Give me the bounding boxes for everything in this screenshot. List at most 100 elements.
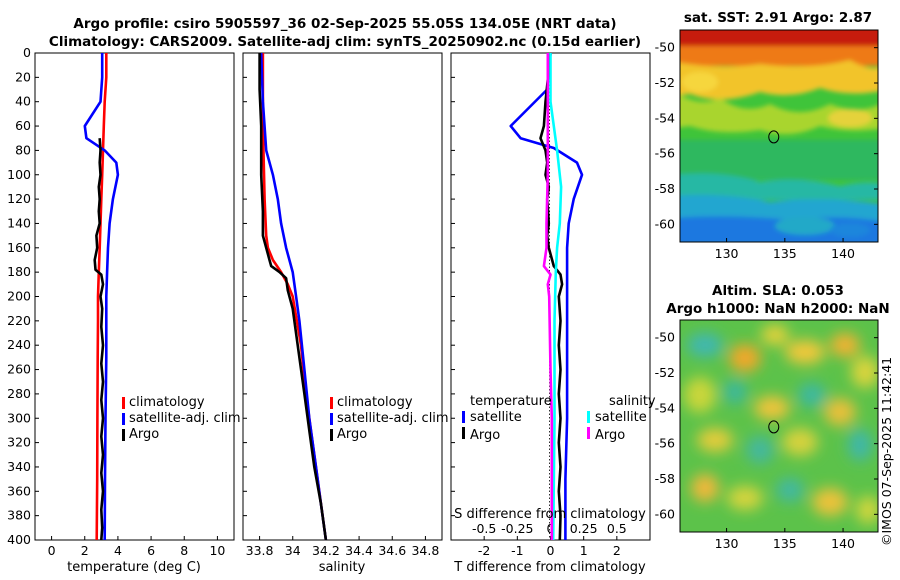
map-y-tick-label: -50: [655, 40, 675, 55]
y-tick-label: 200: [7, 289, 31, 304]
map-y-tick-label: -52: [655, 75, 675, 90]
y-tick-label: 400: [7, 532, 31, 547]
x-tick-label: 10: [209, 543, 225, 558]
legend-swatch-climatology: [122, 397, 125, 409]
map-x-tick-label: 140: [831, 536, 855, 551]
legend-label-t-argo: Argo: [470, 428, 500, 443]
sst-map-panel: sat. SST: 2.91 Argo: 2.87 130 135 140 -50 -5…: [655, 10, 879, 261]
map-y-tick-label: -52: [655, 365, 675, 380]
y-tick-label: 100: [7, 167, 31, 182]
x-tick-label: 34: [285, 543, 301, 558]
legend-swatch-s-satellite: [587, 411, 590, 423]
sla-map-axes: [679, 319, 879, 533]
y-tick-label: 0: [23, 45, 31, 60]
series-line-satellite: [259, 52, 328, 541]
map-x-tick-label: 135: [773, 536, 797, 551]
map-y-tick-label: -54: [655, 110, 675, 125]
series-line-t-satellite: [509, 52, 584, 540]
y-tick-label: 280: [7, 386, 31, 401]
series-line-s-satellite: [549, 53, 563, 541]
y-tick-label: 80: [15, 142, 31, 157]
timestamp-watermark: ©IMOS 07-Sep-2025 11:42:41: [879, 357, 894, 546]
salinity-legend: climatology satellite-adj. clim Argo: [330, 395, 449, 442]
sst-map-axes: [679, 29, 879, 243]
legend-label-t-satellite: satellite: [470, 410, 522, 425]
series-line-argo: [93, 138, 105, 541]
y-tick-label: 20: [15, 69, 31, 84]
map-y-tick-label: -50: [655, 330, 675, 345]
x-tick-label: 4: [114, 543, 122, 558]
y-tick-label: 340: [7, 459, 31, 474]
title-line-2: Climatology: CARS2009. Satellite-adj cli…: [49, 34, 641, 50]
x-tick-label: 34.6: [378, 543, 406, 558]
top-x-tick-label: -0.5: [472, 521, 496, 536]
y-tick-label: 360: [7, 483, 31, 498]
legend-swatch-argo: [122, 429, 125, 441]
top-x-tick-label: -0.25: [501, 521, 533, 536]
y-tick-label: 60: [15, 118, 31, 133]
sst-heatmap: [680, 30, 878, 242]
difference-top-xlabel: S difference from climatology: [454, 507, 646, 522]
x-tick-label: -2: [478, 543, 490, 558]
map-y-tick-label: -58: [655, 471, 675, 486]
legend-swatch-t-argo: [462, 427, 465, 439]
salinity-panel: 33.8 34 34.2 34.4 34.6 34.8 salinity climatol…: [242, 52, 449, 575]
legend-swatch-argo: [330, 429, 333, 441]
legend-header-temperature: temperature: [470, 394, 552, 409]
top-x-tick-label: 0.5: [607, 521, 627, 536]
argo-float-marker: [768, 130, 780, 144]
x-tick-label: 34.2: [312, 543, 340, 558]
map-x-tick-label: 135: [773, 246, 797, 261]
y-tick-label: 260: [7, 362, 31, 377]
legend-label-satellite: satellite-adj. clim: [337, 411, 449, 426]
y-tick-label: 300: [7, 410, 31, 425]
sla-map-title-line-1: Altim. SLA: 0.053: [712, 283, 844, 299]
legend-label-argo: Argo: [337, 427, 367, 442]
legend-swatch-s-argo: [587, 427, 590, 439]
y-tick-label: 40: [15, 94, 31, 109]
sst-map-title: sat. SST: 2.91 Argo: 2.87: [684, 10, 872, 26]
legend-label-s-argo: Argo: [595, 428, 625, 443]
map-y-tick-label: -56: [655, 146, 675, 161]
top-x-tick-label: 0.25: [570, 521, 598, 536]
temperature-axes: [34, 52, 235, 541]
x-tick-label: 0: [48, 543, 56, 558]
map-y-tick-label: -60: [655, 216, 675, 231]
legend-header-salinity: salinity: [609, 394, 656, 409]
x-tick-label: 33.8: [246, 543, 274, 558]
series-line-argo: [258, 53, 328, 541]
legend-swatch-satellite: [330, 413, 333, 425]
map-x-tick-label: 140: [831, 246, 855, 261]
sla-heatmap: [680, 320, 878, 532]
series-line-climatology: [95, 53, 108, 541]
difference-xlabel: T difference from climatology: [453, 560, 646, 575]
map-y-tick-label: -54: [655, 400, 675, 415]
y-tick-label: 240: [7, 337, 31, 352]
y-tick-label: 180: [7, 264, 31, 279]
temperature-panel: 0 2 4 6 8 10020406080100120140160180200220240…: [7, 45, 240, 575]
x-tick-label: 6: [147, 543, 155, 558]
x-tick-label: 1: [580, 543, 588, 558]
difference-panel: -2 -1 0 1 2-0.5 -0.25 0 0.25 0.5 T difference fr…: [450, 52, 656, 575]
map-y-tick-label: -60: [655, 506, 675, 521]
y-tick-label: 380: [7, 508, 31, 523]
x-tick-label: 34.4: [345, 543, 373, 558]
legend-label-s-satellite: satellite: [595, 410, 647, 425]
legend-label-climatology: climatology: [337, 395, 413, 410]
argo-float-marker: [768, 420, 780, 434]
map-x-tick-label: 130: [715, 246, 739, 261]
legend-swatch-t-satellite: [462, 411, 465, 423]
legend-label-satellite: satellite-adj. clim: [129, 411, 241, 426]
x-tick-label: 0: [547, 543, 555, 558]
temperature-xlabel: temperature (deg C): [67, 560, 201, 575]
x-tick-label: -1: [511, 543, 523, 558]
map-x-tick-label: 130: [715, 536, 739, 551]
legend-label-argo: Argo: [129, 427, 159, 442]
x-tick-label: 2: [81, 543, 89, 558]
difference-legend: temperature satellite Argo salinity sate…: [462, 394, 656, 443]
sla-map-title-line-2: Argo h1000: NaN h2000: NaN: [666, 301, 889, 317]
map-y-tick-label: -58: [655, 181, 675, 196]
temperature-legend: climatology satellite-adj. clim Argo: [122, 395, 241, 442]
y-tick-label: 140: [7, 215, 31, 230]
